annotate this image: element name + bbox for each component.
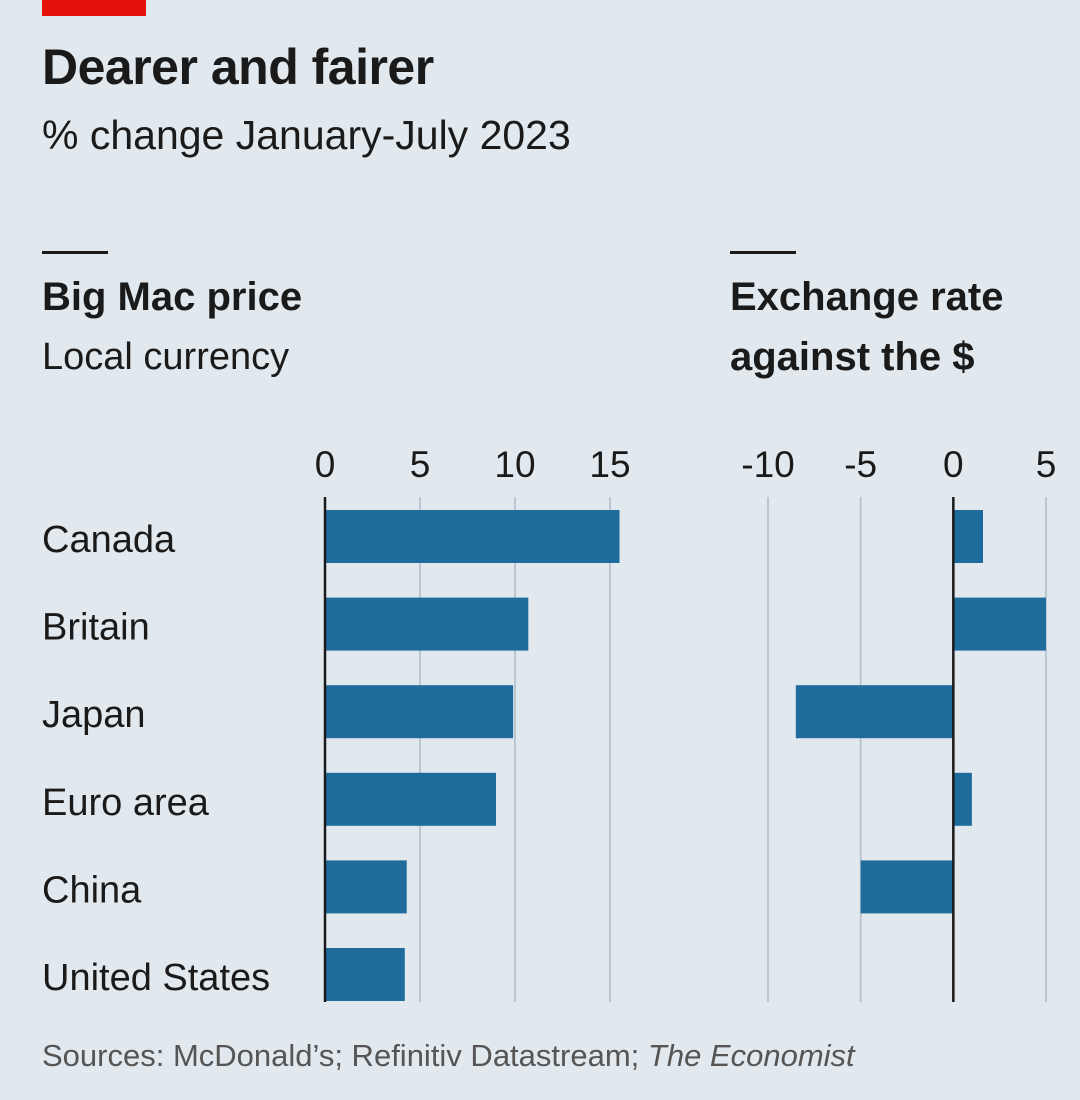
big-mac-tick-label: 5 (410, 444, 431, 485)
category-label: Japan (42, 694, 146, 736)
big-mac-panel-subtitle: Local currency (42, 336, 290, 378)
category-label: China (42, 869, 142, 911)
exchange-tick-label: -10 (741, 444, 794, 485)
chart-subtitle: % change January-July 2023 (42, 112, 571, 158)
exchange-tick-label: 0 (943, 444, 964, 485)
left-panel-rule (42, 251, 108, 254)
big-mac-tick-label: 15 (589, 444, 630, 485)
exchange-panel-title-line1: Exchange rate (730, 275, 1004, 319)
exchange-tick-label: -5 (844, 444, 877, 485)
big-mac-bar-britain (325, 597, 529, 651)
economist-red-tag (42, 0, 146, 16)
exchange-bar-china (860, 860, 954, 914)
chart-title: Dearer and fairer (42, 39, 434, 95)
exchange-bar-euro-area (953, 772, 972, 826)
exchange-tick-label: 5 (1036, 444, 1057, 485)
source-note: Sources: McDonald’s; Refinitiv Datastrea… (42, 1038, 855, 1074)
big-mac-bar-japan (325, 685, 514, 739)
right-panel-rule (730, 251, 796, 254)
category-label: Euro area (42, 782, 210, 824)
exchange-bar-japan (795, 685, 954, 739)
exchange-bar-britain (953, 597, 1046, 651)
big-mac-tick-label: 0 (315, 444, 336, 485)
big-mac-bar-canada (325, 510, 620, 563)
source-text: Sources: McDonald’s; Refinitiv Datastrea… (42, 1038, 648, 1073)
big-mac-bar-euro-area (325, 772, 496, 826)
big-mac-bar-china (325, 860, 407, 914)
category-label: United States (42, 957, 270, 999)
big-mac-panel-title: Big Mac price (42, 275, 303, 319)
category-label: Britain (42, 607, 150, 649)
big-mac-tick-label: 10 (494, 444, 535, 485)
source-publication: The Economist (647, 1038, 855, 1073)
category-label: Canada (42, 519, 176, 561)
exchange-panel-title-line2: against the $ (730, 335, 975, 379)
exchange-bar-canada (953, 510, 983, 563)
big-mac-bar-united-states (325, 948, 405, 1001)
